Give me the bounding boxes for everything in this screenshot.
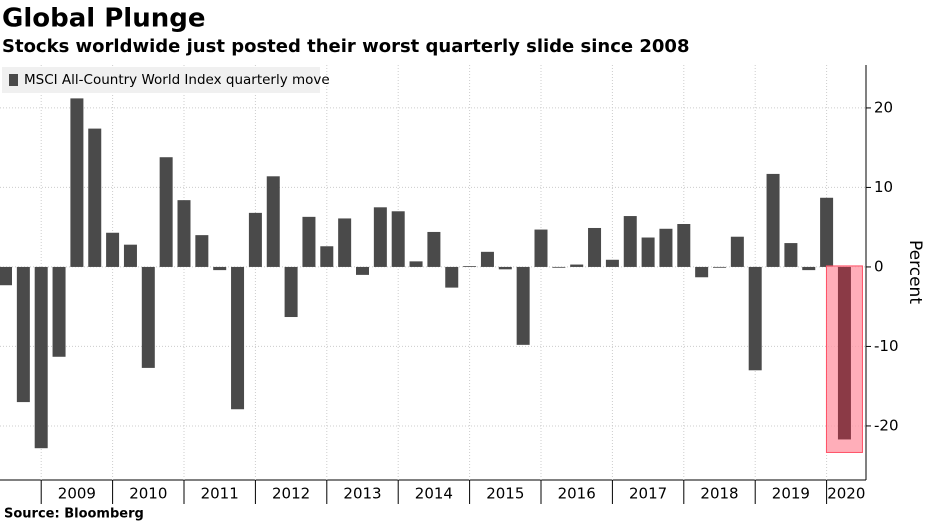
x-tick-label: 2011 (201, 485, 239, 503)
bar (70, 98, 84, 267)
bar (248, 212, 262, 267)
bar (52, 266, 66, 357)
y-tick-label: 20 (874, 98, 893, 116)
bar (356, 266, 369, 275)
bar (480, 251, 494, 267)
bar (534, 229, 548, 267)
bar (516, 266, 530, 345)
bar (748, 266, 762, 371)
x-tick-label: 2013 (343, 485, 381, 503)
bar (820, 197, 834, 267)
x-tick-label: 2015 (486, 485, 524, 503)
bar (445, 266, 459, 288)
x-tick-label: 2017 (629, 485, 667, 503)
bar (0, 266, 12, 286)
bar (713, 266, 726, 268)
bar (320, 246, 334, 267)
y-tick-label: 0 (874, 257, 884, 275)
bar (123, 244, 137, 267)
bar (427, 231, 441, 267)
bar (837, 266, 851, 440)
bar (213, 266, 227, 271)
bar (159, 157, 173, 267)
bar (552, 266, 566, 268)
bar (730, 236, 744, 267)
bar (338, 218, 352, 267)
bar (784, 243, 798, 267)
legend-box (2, 67, 320, 93)
bar (570, 264, 584, 267)
x-tick-label: 2009 (58, 485, 96, 503)
bar (16, 266, 30, 403)
bar (605, 259, 619, 267)
bar (88, 128, 102, 267)
bar (588, 227, 602, 267)
bar (802, 266, 816, 271)
y-tick-label: -20 (874, 416, 899, 434)
y-tick-label: 10 (874, 178, 893, 196)
bar (641, 237, 655, 267)
bar (195, 235, 209, 267)
bar (623, 216, 637, 267)
bar (463, 266, 477, 267)
x-tick-label: 2016 (558, 485, 596, 503)
legend-label: MSCI All-Country World Index quarterly m… (24, 72, 330, 88)
legend-swatch (9, 74, 18, 86)
y-tick-label: -10 (874, 337, 899, 355)
y-axis-label: Percent (905, 240, 925, 304)
bar (659, 228, 673, 267)
bar (141, 266, 155, 368)
bar (409, 261, 423, 267)
x-tick-label: 2012 (272, 485, 310, 503)
bar (677, 224, 691, 267)
bar (231, 266, 245, 410)
bar (391, 211, 405, 267)
bar (34, 266, 48, 449)
x-tick-label: 2019 (772, 485, 810, 503)
bar (498, 266, 512, 270)
chart-subtitle: Stocks worldwide just posted their worst… (2, 36, 689, 57)
bar (695, 266, 709, 278)
bar (177, 200, 191, 267)
bar (302, 216, 316, 267)
bar (373, 207, 387, 267)
bar (106, 232, 120, 267)
x-tick-label: 2018 (700, 485, 738, 503)
x-tick-label: 2020 (827, 485, 865, 503)
bar (766, 173, 780, 267)
bar (284, 266, 298, 318)
x-tick-label: 2010 (129, 485, 167, 503)
x-tick-label: 2014 (415, 485, 453, 503)
chart-title: Global Plunge (2, 4, 205, 34)
source: Source: Bloomberg (4, 507, 144, 522)
bar (266, 176, 280, 267)
